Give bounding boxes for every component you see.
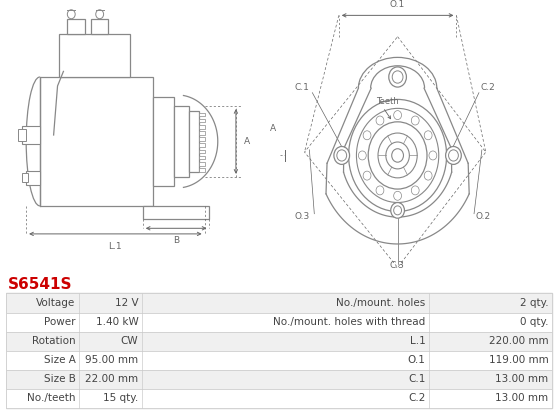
Bar bbox=[199, 119, 204, 122]
Text: 0 qty.: 0 qty. bbox=[520, 317, 548, 327]
Circle shape bbox=[392, 71, 403, 83]
Text: Voltage: Voltage bbox=[36, 298, 76, 308]
Bar bbox=[6, 351, 552, 370]
Text: O.3: O.3 bbox=[295, 212, 310, 221]
Circle shape bbox=[394, 206, 402, 215]
Text: L.1: L.1 bbox=[409, 336, 426, 346]
Text: 15 qty.: 15 qty. bbox=[103, 394, 138, 404]
Text: Size A: Size A bbox=[44, 355, 76, 365]
Text: O.1: O.1 bbox=[408, 355, 426, 365]
Text: Size B: Size B bbox=[44, 374, 76, 384]
Bar bbox=[91, 19, 109, 35]
Bar bbox=[199, 144, 204, 147]
Bar bbox=[6, 370, 552, 389]
Text: S6541S: S6541S bbox=[8, 277, 72, 292]
Text: 220.00 mm: 220.00 mm bbox=[489, 336, 548, 346]
Bar bbox=[199, 137, 204, 141]
Text: Teeth: Teeth bbox=[376, 97, 399, 106]
Bar bbox=[6, 294, 552, 312]
Bar bbox=[143, 206, 209, 219]
Text: No./mount. holes: No./mount. holes bbox=[336, 298, 426, 308]
Circle shape bbox=[391, 203, 404, 218]
Circle shape bbox=[67, 10, 75, 19]
Circle shape bbox=[356, 109, 439, 203]
Bar bbox=[59, 35, 130, 77]
Text: 95.00 mm: 95.00 mm bbox=[85, 355, 138, 365]
Bar bbox=[189, 111, 199, 172]
Circle shape bbox=[334, 146, 349, 164]
Text: 12 V: 12 V bbox=[115, 298, 138, 308]
Bar bbox=[199, 112, 204, 116]
Circle shape bbox=[389, 67, 407, 87]
Text: C.3: C.3 bbox=[390, 260, 405, 270]
Bar bbox=[199, 162, 204, 166]
Bar bbox=[199, 156, 204, 159]
Bar bbox=[199, 149, 204, 153]
Text: L.1: L.1 bbox=[109, 242, 122, 251]
Text: O.2: O.2 bbox=[476, 212, 491, 221]
Circle shape bbox=[96, 10, 104, 19]
Text: 119.00 mm: 119.00 mm bbox=[489, 355, 548, 365]
Bar bbox=[199, 131, 204, 135]
Text: No./mount. holes with thread: No./mount. holes with thread bbox=[273, 317, 426, 327]
Circle shape bbox=[368, 122, 427, 189]
Bar bbox=[152, 97, 174, 186]
Circle shape bbox=[378, 133, 417, 178]
Text: B: B bbox=[173, 236, 179, 245]
Circle shape bbox=[446, 146, 461, 164]
Text: 13.00 mm: 13.00 mm bbox=[495, 394, 548, 404]
Bar bbox=[6, 312, 552, 332]
Text: A: A bbox=[244, 137, 250, 146]
Text: Rotation: Rotation bbox=[32, 336, 76, 346]
Text: 2 qty.: 2 qty. bbox=[520, 298, 548, 308]
Circle shape bbox=[337, 150, 347, 161]
Text: C.2: C.2 bbox=[481, 84, 496, 92]
Text: A: A bbox=[270, 124, 276, 133]
Circle shape bbox=[391, 149, 403, 162]
Circle shape bbox=[449, 150, 458, 161]
Text: 13.00 mm: 13.00 mm bbox=[495, 374, 548, 384]
Text: No./teeth: No./teeth bbox=[27, 394, 76, 404]
Bar bbox=[67, 19, 85, 35]
Bar bbox=[6, 294, 552, 408]
Bar bbox=[22, 173, 28, 182]
Bar bbox=[6, 332, 552, 351]
Text: CW: CW bbox=[121, 336, 138, 346]
Bar bbox=[26, 171, 40, 185]
Bar bbox=[40, 77, 152, 206]
Bar bbox=[18, 129, 26, 141]
Text: Power: Power bbox=[44, 317, 76, 327]
Text: C.1: C.1 bbox=[408, 374, 426, 384]
Text: 1.40 kW: 1.40 kW bbox=[96, 317, 138, 327]
Text: 22.00 mm: 22.00 mm bbox=[85, 374, 138, 384]
Bar bbox=[174, 106, 189, 177]
Text: C.2: C.2 bbox=[408, 394, 426, 404]
Circle shape bbox=[386, 142, 409, 169]
Bar bbox=[6, 389, 552, 408]
Bar bbox=[22, 126, 40, 144]
Bar bbox=[199, 125, 204, 129]
Text: O.1: O.1 bbox=[390, 0, 405, 9]
Circle shape bbox=[348, 99, 446, 211]
Text: C.1: C.1 bbox=[295, 84, 310, 92]
Bar bbox=[199, 168, 204, 172]
